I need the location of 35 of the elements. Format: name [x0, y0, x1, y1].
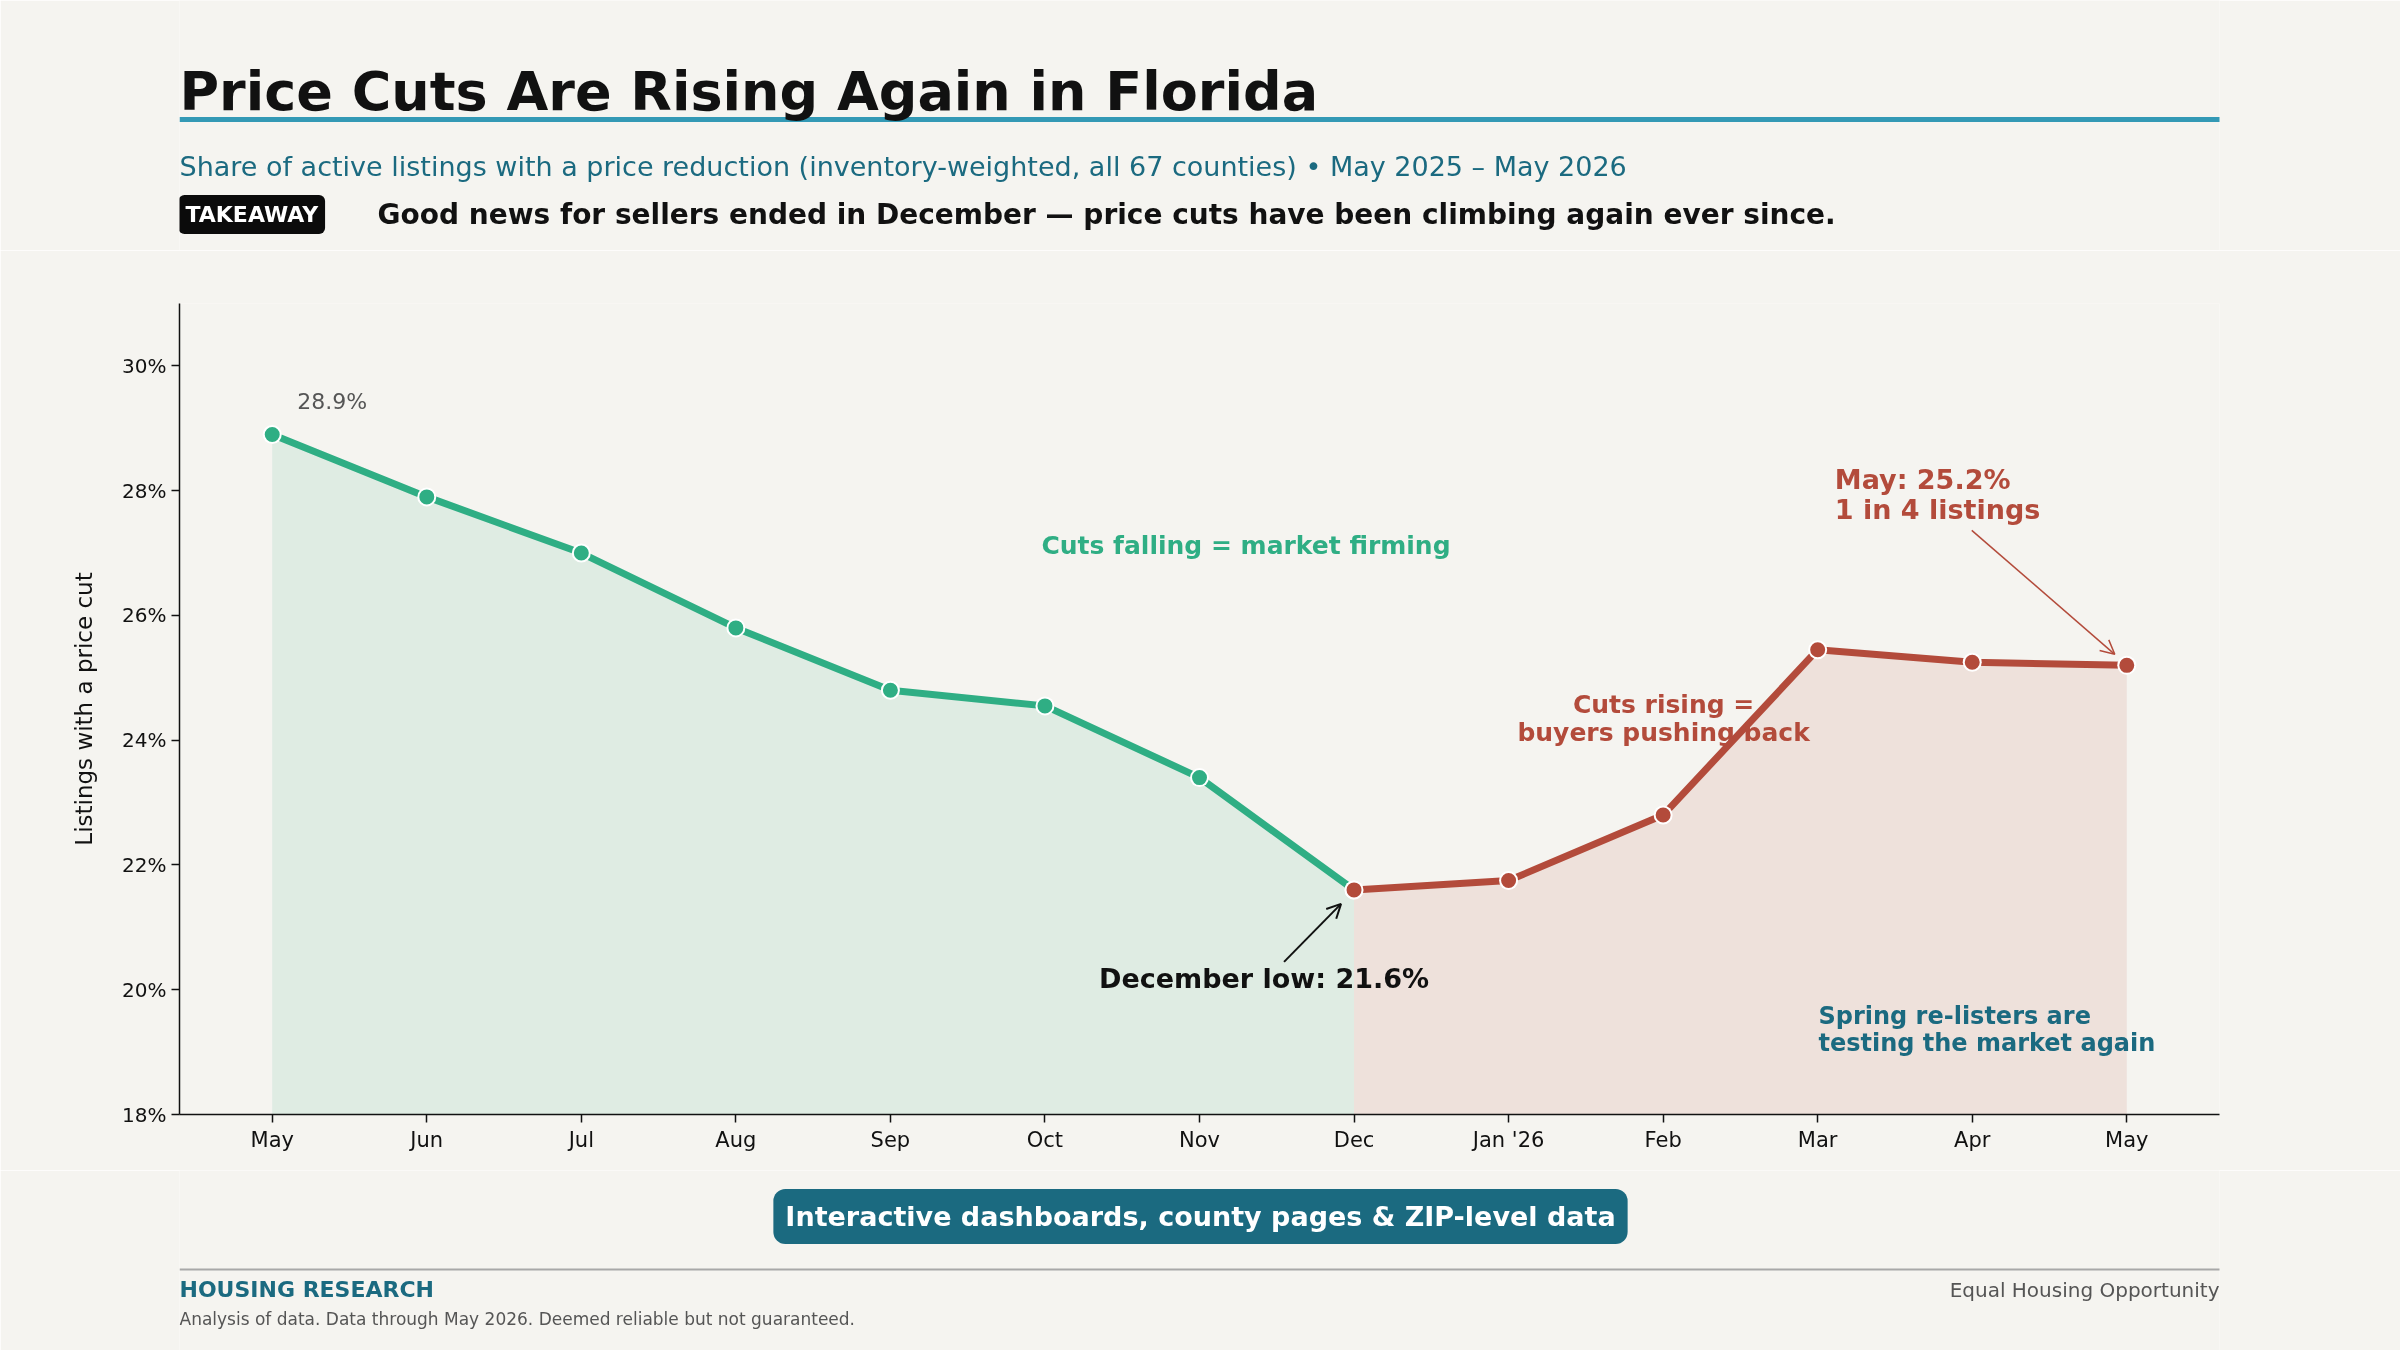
x-tick-label: Aug — [715, 1127, 757, 1152]
text: Good news for sellers ended in December — price cuts have been climbing again ever since. — [377, 198, 1836, 231]
x-tick-label: Dec — [1333, 1127, 1375, 1152]
x-tick-label: Mar — [1797, 1127, 1838, 1152]
annotation: Spring re-listers are testing the market again — [1818, 1001, 2156, 1057]
text: TAKEAWAY — [185, 202, 320, 227]
data-label: 28.9% — [297, 389, 368, 415]
y-tick-label: 26% — [122, 603, 167, 628]
y-tick-label: 22% — [122, 852, 167, 877]
x-tick-label: Jul — [566, 1127, 594, 1152]
annotation: May: 25.2% 1 in 4 listings — [1834, 463, 2041, 525]
x-tick-label: May — [2105, 1127, 2149, 1152]
text: Cuts falling = market firming — [1041, 530, 1451, 560]
y-tick-label: 24% — [122, 728, 167, 753]
text: Equal Housing Opportunity — [1949, 1277, 2220, 1302]
annotation: December low: 21.6% — [1098, 963, 1430, 995]
y-axis-title: Listings with a price cut — [71, 572, 98, 846]
y-tick-label: 28% — [122, 478, 167, 503]
x-tick-label: Nov — [1179, 1127, 1221, 1152]
y-tick-label: 20% — [122, 977, 167, 1002]
x-tick-label: Jan '26 — [1470, 1127, 1545, 1152]
x-tick-label: Feb — [1644, 1127, 1682, 1152]
y-tick-label: 30% — [122, 353, 167, 378]
text: Analysis of data. Data through May 2026. Deemed reliable but not guaranteed. — [179, 1308, 856, 1329]
chart-title: Price Cuts Are Rising Again in Florida — [179, 60, 1319, 123]
series-label: Cuts rising = buyers pushing back — [1517, 690, 1812, 748]
x-tick-label: Jun — [408, 1127, 444, 1152]
x-tick-label: Apr — [1954, 1127, 1991, 1152]
y-tick-label: 18% — [122, 1102, 167, 1127]
chart-subtitle: Share of active listings with a price reduction (inventory-weighted, all 67 counties) • May 2025 – May 2026 — [179, 151, 1627, 182]
x-tick-label: Oct — [1026, 1127, 1064, 1152]
text: Interactive dashboards, county pages & ZIP-level data — [785, 1201, 1616, 1232]
x-tick-label: May — [250, 1127, 294, 1152]
x-tick-label: Sep — [870, 1127, 911, 1152]
text: HOUSING RESEARCH — [179, 1277, 435, 1302]
